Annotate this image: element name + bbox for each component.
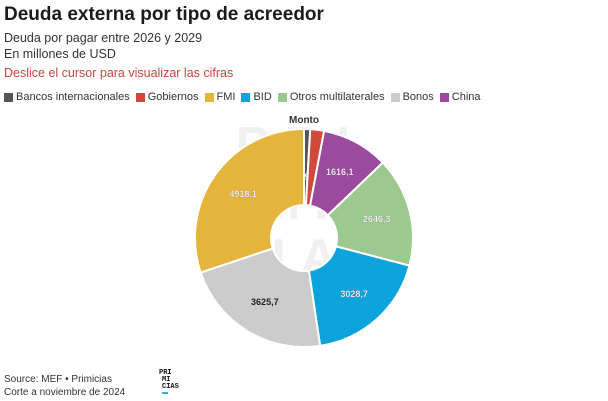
logo-line-2: MI [162, 376, 171, 384]
subtitle-line-2: En millones de USD [4, 47, 116, 61]
legend-label: Bancos internacionales [16, 91, 130, 103]
date-text: Corte a noviembre de 2024 [4, 387, 126, 398]
donut-slice[interactable] [326, 161, 414, 267]
donut-slice[interactable] [307, 245, 411, 347]
slice-label: 4918,1 [229, 189, 257, 199]
legend-label: Gobiernos [147, 91, 199, 103]
logo-line-3: CIAS [162, 383, 179, 391]
legend-label: BID [253, 91, 272, 103]
legend-item[interactable]: China [439, 91, 481, 103]
legend-item[interactable]: Gobiernos [135, 91, 199, 103]
donut-slice[interactable] [194, 127, 305, 274]
legend-item[interactable]: Otros multilaterales [277, 91, 385, 103]
source-text: Source: MEF • Primicias [4, 374, 112, 385]
legend-swatch [277, 92, 287, 102]
source-block: Source: MEF • Primicias Corte a noviembr… [4, 373, 125, 399]
hover-hint: Deslice el cursor para visualizar las ci… [4, 66, 234, 80]
logo-accent-bar [162, 392, 168, 394]
legend: Bancos internacionales Gobiernos FMI BID Otr… [4, 91, 604, 103]
legend-label: FMI [216, 91, 236, 103]
series-label: Monto [289, 115, 319, 126]
legend-swatch [4, 92, 13, 102]
legend-item[interactable]: FMI [204, 91, 236, 103]
legend-swatch [135, 92, 145, 102]
chart-title: Deuda externa por tipo de acreedor [4, 4, 324, 25]
donut-slice[interactable] [199, 247, 322, 348]
legend-swatch [390, 92, 400, 102]
slice-label: 149,1 [294, 172, 317, 182]
legend-item[interactable]: BID [241, 91, 272, 103]
subtitle-line-1: Deuda por pagar entre 2026 y 2029 [4, 31, 203, 45]
primicias-logo: PRI MI CIAS [159, 370, 179, 394]
legend-swatch [439, 92, 449, 102]
chart-subtitle: Deuda por pagar entre 2026 y 2029 En mil… [4, 30, 202, 62]
legend-label: China [451, 91, 481, 103]
legend-label: Otros multilaterales [289, 91, 385, 103]
slice-label: 2646,3 [363, 214, 391, 224]
legend-label: Bonos [402, 91, 434, 103]
legend-item[interactable]: Bonos [390, 91, 434, 103]
legend-item[interactable]: Bancos internacionales [4, 91, 130, 103]
slice-label: 3625,7 [251, 297, 279, 307]
legend-swatch [241, 92, 251, 102]
slice-label: 3028,7 [340, 289, 368, 299]
logo-line-1: PRI [159, 369, 172, 377]
slice-label: 1616,1 [326, 167, 354, 177]
legend-swatch [204, 92, 214, 102]
